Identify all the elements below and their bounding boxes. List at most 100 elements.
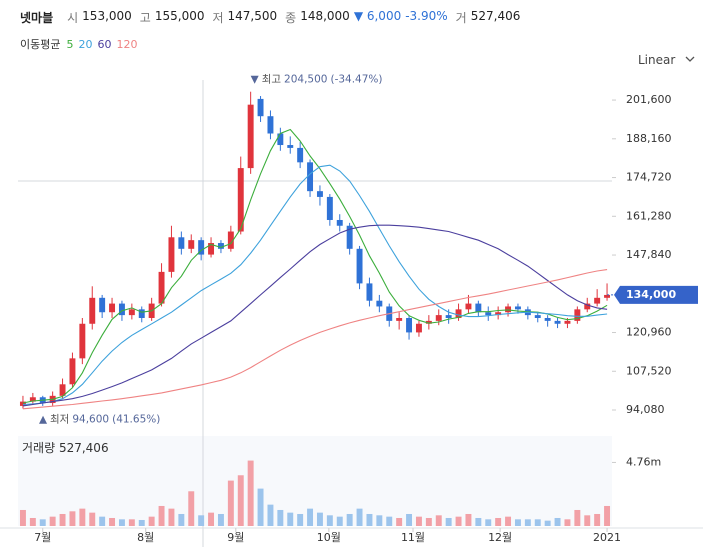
candle-body — [544, 317, 551, 321]
volume-bar — [346, 513, 353, 526]
candle-body — [188, 240, 195, 249]
low-label: 저 — [212, 11, 224, 25]
candle-body — [217, 243, 224, 249]
volume-bar — [217, 513, 224, 526]
volume-label: 거 — [455, 11, 467, 25]
y-tick-label: 188,160 — [626, 132, 672, 145]
volume-bar — [198, 515, 205, 526]
volume-bar — [425, 517, 432, 526]
header: 넷마블 시 153,000 고 155,000 저 147,500 종 148,000 … — [20, 9, 520, 26]
legend-entry: 5 — [66, 38, 73, 51]
candle-body — [445, 315, 452, 318]
volume-bar — [49, 516, 56, 526]
x-tick-label: 9월 — [227, 531, 244, 544]
low: 147,500 — [227, 9, 278, 23]
ma-line — [22, 269, 608, 410]
open-label: 시 — [67, 11, 79, 25]
volume-bar — [237, 475, 244, 526]
volume-bar — [257, 488, 264, 526]
candle-body — [19, 401, 26, 406]
candle-body — [277, 133, 284, 146]
volume-bar — [148, 516, 155, 526]
volume-bar — [386, 516, 393, 526]
candle-body — [287, 145, 294, 148]
close-label: 종 — [285, 11, 297, 25]
candle-body — [376, 300, 383, 307]
candle-body — [247, 104, 254, 169]
chevron — [685, 56, 695, 62]
volume-bar — [59, 513, 66, 526]
volume-bar — [69, 511, 76, 526]
annotation-change: (-34.47%) — [330, 74, 382, 86]
annotation-change: (41.65%) — [112, 414, 160, 426]
ma-line — [22, 128, 608, 404]
volume-bar — [485, 519, 492, 526]
y-tick-label: 107,520 — [626, 364, 672, 377]
volume-bar — [495, 517, 502, 526]
candle-body — [267, 116, 274, 134]
candle-body — [455, 309, 462, 318]
annotation-marker: ▲ — [39, 414, 48, 426]
candle-body — [336, 219, 343, 226]
candle-body — [168, 237, 175, 272]
volume-bar — [564, 519, 571, 526]
candle-body — [584, 303, 591, 310]
volume-bar — [356, 508, 363, 526]
last-price-label: 134,000 — [626, 288, 676, 301]
candle-body — [79, 323, 86, 359]
volume-bar — [168, 508, 175, 526]
candle-body — [346, 225, 353, 249]
volume-bar — [128, 519, 135, 526]
volume-title: 거래량 — [22, 441, 55, 455]
volume-bar — [465, 513, 472, 526]
volume-bar — [118, 519, 125, 526]
volume-bar — [336, 516, 343, 526]
candle-body — [109, 303, 116, 313]
candle-body — [495, 312, 502, 316]
y-tick-label: 174,720 — [626, 171, 672, 184]
y-tick-label: 4.76m — [626, 455, 661, 468]
volume-bar — [99, 516, 106, 526]
legend-entry: 120 — [116, 38, 137, 51]
scale-selector[interactable]: Linear — [638, 53, 695, 67]
volume-bar — [326, 515, 333, 526]
volume-bar — [584, 515, 591, 526]
volume-bar — [455, 516, 462, 526]
annotation-value: 94,600 — [72, 414, 109, 426]
annotation-value: 204,500 — [284, 74, 327, 86]
candle-body — [69, 358, 76, 385]
y-tick-label: 147,840 — [626, 248, 672, 261]
volume-bar — [297, 513, 304, 526]
high: 155,000 — [154, 9, 205, 23]
volume-bar — [574, 509, 581, 526]
annotation-label: 최저 — [50, 414, 69, 426]
change-pct: -3.90% — [405, 9, 448, 23]
candle-body — [594, 297, 601, 304]
volume-bar — [178, 513, 185, 526]
candle-body — [227, 231, 234, 249]
y-tick-label: 120,960 — [626, 326, 672, 339]
candle-body — [534, 315, 541, 318]
candle-body — [564, 320, 571, 324]
volume-bar — [39, 519, 46, 526]
volume-bar — [79, 508, 86, 526]
stock-name: 넷마블 — [20, 11, 54, 25]
volume-bar — [594, 513, 601, 526]
volume-bar — [19, 509, 26, 526]
candle-body — [366, 283, 373, 301]
volume-bar — [188, 491, 195, 526]
volume-bar — [415, 516, 422, 526]
ma-line — [22, 224, 608, 407]
candle-body — [604, 294, 611, 298]
last-price-box — [614, 285, 698, 304]
annotation: ▲ 최저 94,600 (41.65%) — [39, 414, 160, 426]
candle-body — [198, 240, 205, 255]
candle-body — [29, 397, 36, 402]
candle-body — [485, 312, 492, 316]
x-tick-label: 7월 — [34, 531, 51, 544]
candle-body — [465, 303, 472, 310]
candle-body — [138, 309, 145, 318]
annotation-label: 최고 — [262, 74, 282, 86]
volume-pane — [18, 436, 612, 526]
candle-body — [118, 303, 125, 316]
